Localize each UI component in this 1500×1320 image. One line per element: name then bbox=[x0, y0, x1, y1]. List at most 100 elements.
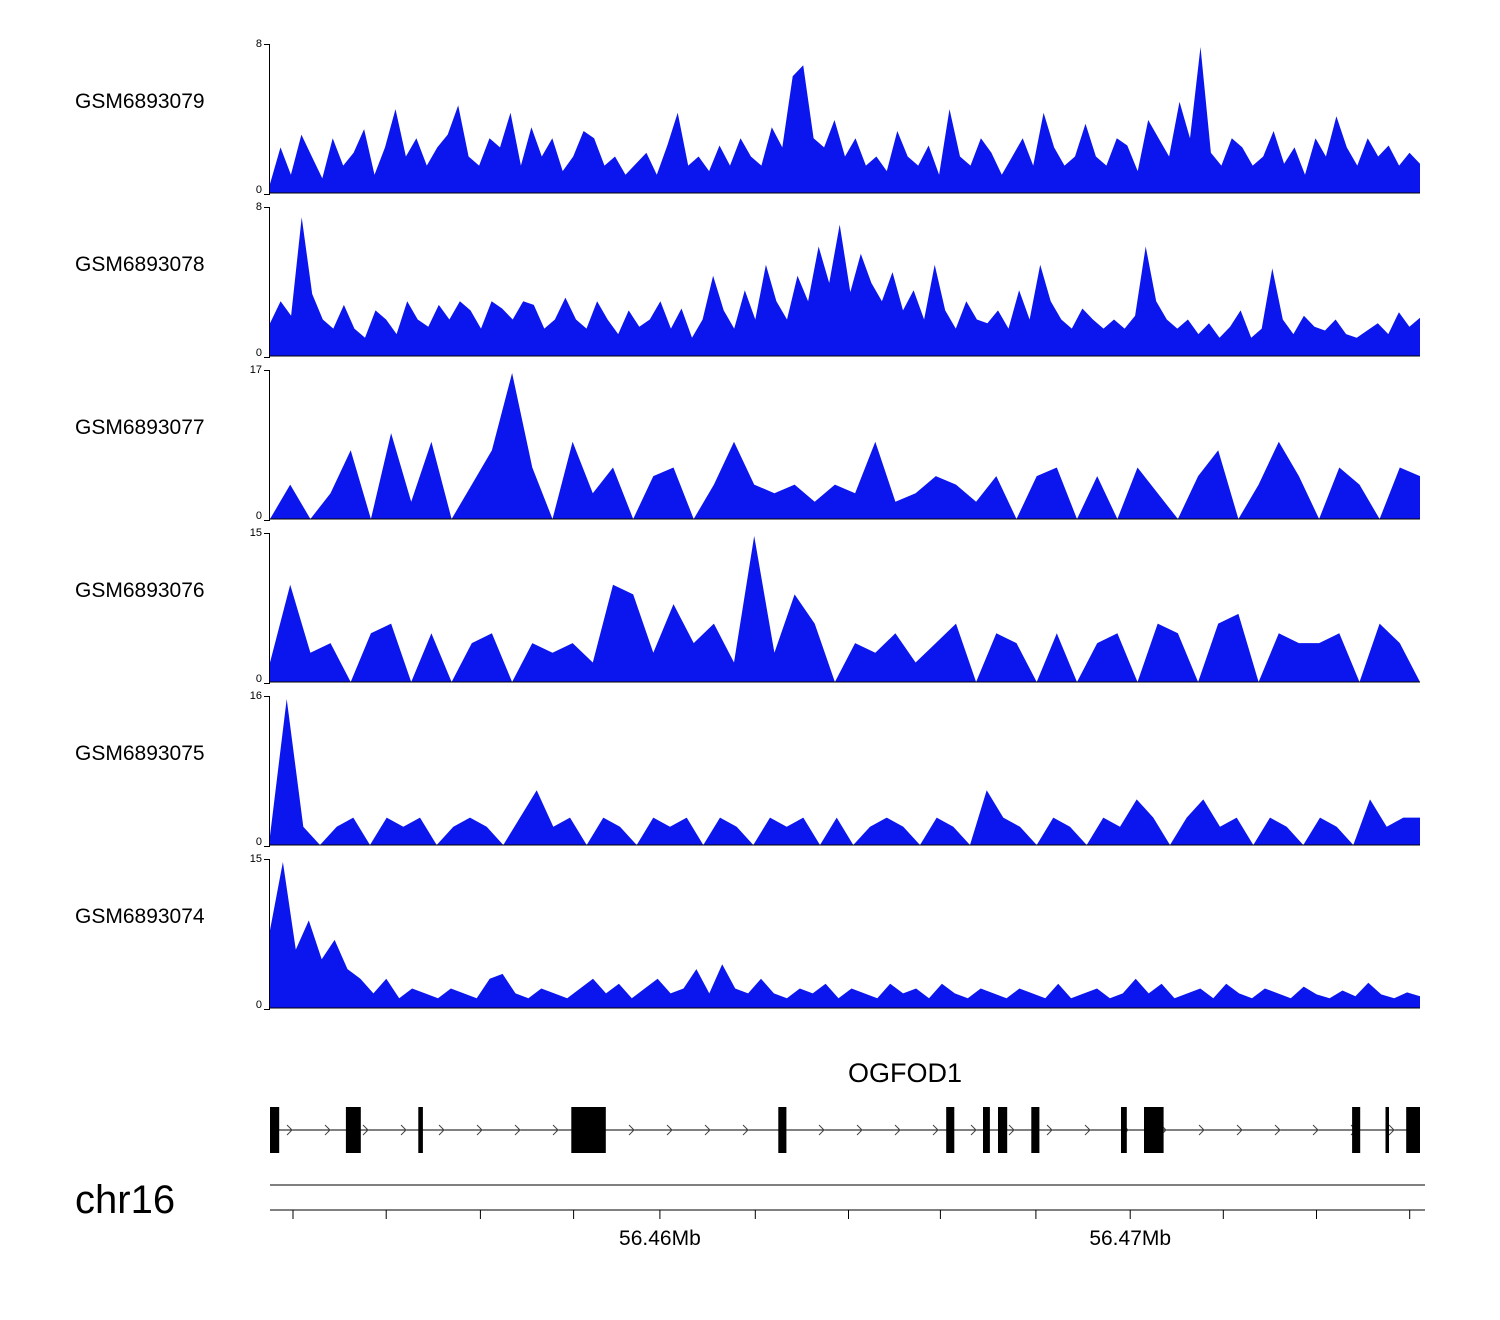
exon-box bbox=[983, 1107, 990, 1153]
yaxis-tick bbox=[264, 520, 270, 521]
strand-arrow-icon bbox=[970, 1124, 977, 1136]
exon-box bbox=[418, 1107, 423, 1153]
exon-box bbox=[1031, 1107, 1040, 1153]
yaxis-line bbox=[269, 859, 270, 1010]
yaxis-line bbox=[269, 44, 270, 195]
yaxis-line bbox=[269, 207, 270, 358]
strand-arrow-icon bbox=[1236, 1124, 1243, 1136]
yaxis-max-label: 16 bbox=[249, 690, 262, 702]
strand-arrow-icon bbox=[932, 1124, 939, 1136]
coverage-track: GSM6893078 8 0 bbox=[0, 201, 1500, 364]
yaxis-tick bbox=[264, 207, 270, 208]
exon-box bbox=[998, 1107, 1008, 1153]
exon-box bbox=[345, 1107, 361, 1153]
yaxis-tick bbox=[264, 194, 270, 195]
gene-model-track bbox=[270, 1107, 1420, 1153]
yaxis-tick bbox=[264, 1009, 270, 1010]
exon-box bbox=[946, 1107, 955, 1153]
exon-box bbox=[1406, 1107, 1420, 1153]
strand-arrow-icon bbox=[438, 1124, 445, 1136]
yaxis-line bbox=[269, 533, 270, 684]
exon-box bbox=[778, 1107, 787, 1153]
strand-arrow-icon bbox=[1312, 1124, 1319, 1136]
strand-arrow-icon bbox=[856, 1124, 863, 1136]
strand-arrow-icon bbox=[628, 1124, 635, 1136]
exon-box bbox=[1385, 1107, 1389, 1153]
exon-box bbox=[270, 1107, 280, 1153]
coverage-polygon bbox=[270, 373, 1420, 519]
yaxis-max-label: 17 bbox=[249, 364, 262, 376]
exon-box bbox=[1144, 1107, 1164, 1153]
strand-arrow-icon bbox=[400, 1124, 407, 1136]
coverage-polygon bbox=[270, 536, 1420, 682]
axis-coordinate-label: 56.47Mb bbox=[1089, 1227, 1171, 1250]
yaxis-zero-label: 0 bbox=[255, 836, 262, 848]
coverage-area-plot bbox=[270, 862, 1420, 1009]
coverage-area-plot bbox=[270, 536, 1420, 683]
axis-coordinate-label: 56.46Mb bbox=[619, 1227, 701, 1250]
strand-arrow-icon bbox=[894, 1124, 901, 1136]
genomic-axis: 56.46Mb 56.47Mb bbox=[270, 1184, 1425, 1250]
yaxis-max-label: 8 bbox=[255, 201, 262, 213]
track-name-label: GSM6893079 bbox=[75, 90, 205, 113]
strand-arrow-icon bbox=[1274, 1124, 1281, 1136]
coverage-polygon bbox=[270, 862, 1420, 1008]
coverage-area-plot bbox=[270, 699, 1420, 846]
strand-arrow-icon bbox=[742, 1124, 749, 1136]
chromosome-label: chr16 bbox=[75, 1178, 176, 1222]
coverage-area-plot bbox=[270, 47, 1420, 194]
strand-arrow-icon bbox=[1046, 1124, 1053, 1136]
strand-arrow-icon bbox=[666, 1124, 673, 1136]
track-name-label: GSM6893075 bbox=[75, 742, 205, 765]
yaxis-line bbox=[269, 696, 270, 847]
coverage-area-plot bbox=[270, 217, 1420, 357]
exon-box bbox=[571, 1107, 606, 1153]
yaxis-max-label: 15 bbox=[249, 527, 262, 539]
strand-arrow-icon bbox=[362, 1124, 369, 1136]
strand-arrow-icon bbox=[1008, 1124, 1015, 1136]
coverage-track: GSM6893075 16 0 bbox=[0, 690, 1500, 853]
yaxis-zero-label: 0 bbox=[255, 510, 262, 522]
yaxis-tick bbox=[264, 533, 270, 534]
yaxis-tick bbox=[264, 357, 270, 358]
yaxis-tick bbox=[264, 859, 270, 860]
coverage-area-plot bbox=[270, 373, 1420, 520]
coverage-tracks-container: GSM6893079 8 0 GSM6893078 8 0 GSM6893077 17 0 GSM… bbox=[0, 38, 1500, 1016]
exon-box bbox=[1121, 1107, 1127, 1153]
coverage-track: GSM6893079 8 0 bbox=[0, 38, 1500, 201]
track-name-label: GSM6893074 bbox=[75, 905, 205, 928]
strand-arrow-icon bbox=[818, 1124, 825, 1136]
yaxis-tick bbox=[264, 846, 270, 847]
strand-arrow-icon bbox=[324, 1124, 331, 1136]
coverage-polygon bbox=[270, 47, 1420, 193]
yaxis-zero-label: 0 bbox=[255, 999, 262, 1011]
strand-arrow-icon bbox=[286, 1124, 293, 1136]
coverage-track: GSM6893077 17 0 bbox=[0, 364, 1500, 527]
strand-arrow-icon bbox=[1388, 1124, 1395, 1136]
strand-arrow-icon bbox=[552, 1124, 559, 1136]
gene-name-label: OGFOD1 bbox=[847, 1058, 963, 1088]
yaxis-zero-label: 0 bbox=[255, 673, 262, 685]
yaxis-tick bbox=[264, 44, 270, 45]
exon-box bbox=[1352, 1107, 1361, 1153]
strand-arrow-icon bbox=[514, 1124, 521, 1136]
strand-arrow-icon bbox=[1084, 1124, 1091, 1136]
coverage-track: GSM6893074 15 0 bbox=[0, 853, 1500, 1016]
track-name-label: GSM6893078 bbox=[75, 253, 205, 276]
strand-arrow-icon bbox=[476, 1124, 483, 1136]
yaxis-zero-label: 0 bbox=[255, 184, 262, 196]
coverage-polygon bbox=[270, 217, 1420, 356]
yaxis-max-label: 8 bbox=[255, 38, 262, 50]
yaxis-tick bbox=[264, 683, 270, 684]
yaxis-tick bbox=[264, 696, 270, 697]
yaxis-zero-label: 0 bbox=[255, 347, 262, 359]
coverage-polygon bbox=[270, 699, 1420, 845]
yaxis-line bbox=[269, 370, 270, 521]
coverage-track: GSM6893076 15 0 bbox=[0, 527, 1500, 690]
yaxis-max-label: 15 bbox=[249, 853, 262, 865]
track-name-label: GSM6893076 bbox=[75, 579, 205, 602]
strand-arrow-icon bbox=[1198, 1124, 1205, 1136]
yaxis-tick bbox=[264, 370, 270, 371]
strand-arrow-icon bbox=[704, 1124, 711, 1136]
